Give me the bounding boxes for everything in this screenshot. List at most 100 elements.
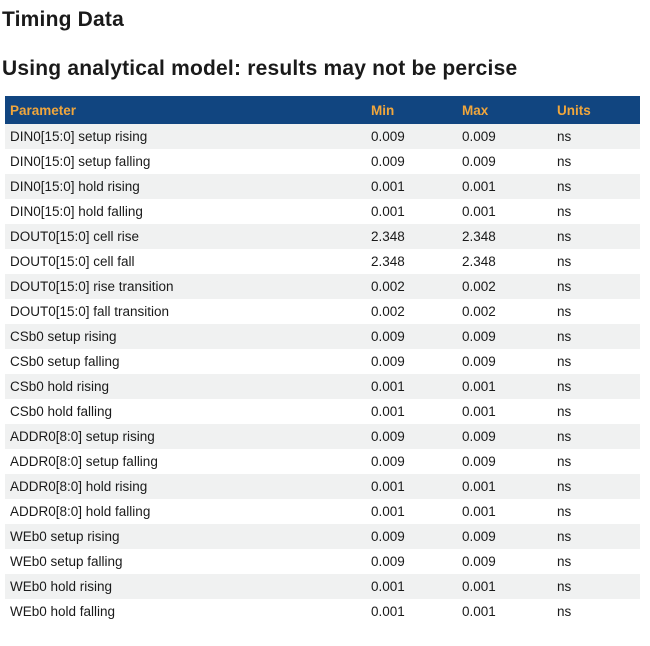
page-subtitle: Using analytical model: results may not … bbox=[2, 57, 518, 80]
table-row: ADDR0[8:0] hold falling 0.001 0.001 ns bbox=[5, 499, 640, 524]
cell-units: ns bbox=[552, 149, 640, 174]
table-row: DOUT0[15:0] cell fall 2.348 2.348 ns bbox=[5, 249, 640, 274]
cell-max: 2.348 bbox=[457, 224, 552, 249]
cell-max: 0.002 bbox=[457, 274, 552, 299]
cell-parameter: DIN0[15:0] hold rising bbox=[5, 174, 366, 199]
table-row: CSb0 hold rising 0.001 0.001 ns bbox=[5, 374, 640, 399]
cell-units: ns bbox=[552, 424, 640, 449]
cell-min: 2.348 bbox=[366, 224, 457, 249]
table-row: WEb0 setup rising 0.009 0.009 ns bbox=[5, 524, 640, 549]
cell-min: 0.009 bbox=[366, 424, 457, 449]
column-header-max: Max bbox=[457, 96, 552, 124]
cell-min: 0.009 bbox=[366, 349, 457, 374]
cell-parameter: DIN0[15:0] setup rising bbox=[5, 124, 366, 149]
cell-units: ns bbox=[552, 599, 640, 624]
cell-max: 0.009 bbox=[457, 149, 552, 174]
table-row: DIN0[15:0] hold falling 0.001 0.001 ns bbox=[5, 199, 640, 224]
cell-units: ns bbox=[552, 274, 640, 299]
cell-parameter: CSb0 setup falling bbox=[5, 349, 366, 374]
cell-units: ns bbox=[552, 299, 640, 324]
table-row: DOUT0[15:0] cell rise 2.348 2.348 ns bbox=[5, 224, 640, 249]
page: Timing Data Using analytical model: resu… bbox=[0, 8, 650, 624]
cell-parameter: ADDR0[8:0] hold falling bbox=[5, 499, 366, 524]
cell-min: 0.001 bbox=[366, 174, 457, 199]
cell-max: 0.009 bbox=[457, 524, 552, 549]
column-header-units: Units bbox=[552, 96, 640, 124]
cell-units: ns bbox=[552, 399, 640, 424]
cell-min: 0.009 bbox=[366, 324, 457, 349]
cell-units: ns bbox=[552, 249, 640, 274]
cell-max: 0.009 bbox=[457, 449, 552, 474]
cell-parameter: WEb0 hold falling bbox=[5, 599, 366, 624]
table-row: WEb0 setup falling 0.009 0.009 ns bbox=[5, 549, 640, 574]
cell-min: 0.001 bbox=[366, 399, 457, 424]
cell-max: 0.009 bbox=[457, 424, 552, 449]
cell-max: 0.001 bbox=[457, 199, 552, 224]
cell-max: 0.001 bbox=[457, 399, 552, 424]
table-row: ADDR0[8:0] setup falling 0.009 0.009 ns bbox=[5, 449, 640, 474]
cell-max: 0.009 bbox=[457, 349, 552, 374]
cell-parameter: ADDR0[8:0] setup rising bbox=[5, 424, 366, 449]
cell-parameter: DOUT0[15:0] fall transition bbox=[5, 299, 366, 324]
cell-min: 0.009 bbox=[366, 549, 457, 574]
cell-parameter: CSb0 hold falling bbox=[5, 399, 366, 424]
cell-units: ns bbox=[552, 224, 640, 249]
cell-parameter: DIN0[15:0] hold falling bbox=[5, 199, 366, 224]
table-body: DIN0[15:0] setup rising 0.009 0.009 ns D… bbox=[5, 124, 640, 624]
table-row: CSb0 setup rising 0.009 0.009 ns bbox=[5, 324, 640, 349]
cell-parameter: DOUT0[15:0] rise transition bbox=[5, 274, 366, 299]
table-row: DOUT0[15:0] rise transition 0.002 0.002 … bbox=[5, 274, 640, 299]
cell-parameter: ADDR0[8:0] hold rising bbox=[5, 474, 366, 499]
cell-units: ns bbox=[552, 124, 640, 149]
cell-parameter: ADDR0[8:0] setup falling bbox=[5, 449, 366, 474]
cell-max: 0.001 bbox=[457, 499, 552, 524]
cell-units: ns bbox=[552, 524, 640, 549]
cell-min: 0.001 bbox=[366, 474, 457, 499]
cell-units: ns bbox=[552, 324, 640, 349]
cell-max: 0.001 bbox=[457, 474, 552, 499]
cell-min: 2.348 bbox=[366, 249, 457, 274]
cell-max: 0.001 bbox=[457, 574, 552, 599]
table-header-row: Parameter Min Max Units bbox=[5, 96, 640, 124]
table-row: DIN0[15:0] hold rising 0.001 0.001 ns bbox=[5, 174, 640, 199]
table-row: WEb0 hold rising 0.001 0.001 ns bbox=[5, 574, 640, 599]
cell-min: 0.009 bbox=[366, 449, 457, 474]
cell-parameter: WEb0 hold rising bbox=[5, 574, 366, 599]
cell-max: 0.009 bbox=[457, 124, 552, 149]
cell-min: 0.001 bbox=[366, 499, 457, 524]
cell-max: 0.001 bbox=[457, 374, 552, 399]
cell-max: 0.001 bbox=[457, 174, 552, 199]
cell-units: ns bbox=[552, 349, 640, 374]
cell-units: ns bbox=[552, 549, 640, 574]
cell-units: ns bbox=[552, 174, 640, 199]
cell-max: 0.009 bbox=[457, 549, 552, 574]
table-row: CSb0 setup falling 0.009 0.009 ns bbox=[5, 349, 640, 374]
cell-min: 0.009 bbox=[366, 524, 457, 549]
cell-parameter: CSb0 setup rising bbox=[5, 324, 366, 349]
cell-parameter: CSb0 hold rising bbox=[5, 374, 366, 399]
column-header-parameter: Parameter bbox=[5, 96, 366, 124]
timing-table: Parameter Min Max Units DIN0[15:0] setup… bbox=[5, 96, 640, 624]
table-row: ADDR0[8:0] setup rising 0.009 0.009 ns bbox=[5, 424, 640, 449]
table-row: DIN0[15:0] setup rising 0.009 0.009 ns bbox=[5, 124, 640, 149]
page-title: Timing Data bbox=[2, 8, 124, 31]
cell-parameter: DOUT0[15:0] cell fall bbox=[5, 249, 366, 274]
cell-max: 0.002 bbox=[457, 299, 552, 324]
cell-min: 0.001 bbox=[366, 199, 457, 224]
cell-max: 0.001 bbox=[457, 599, 552, 624]
table-row: WEb0 hold falling 0.001 0.001 ns bbox=[5, 599, 640, 624]
cell-min: 0.001 bbox=[366, 599, 457, 624]
cell-parameter: WEb0 setup rising bbox=[5, 524, 366, 549]
cell-max: 2.348 bbox=[457, 249, 552, 274]
cell-units: ns bbox=[552, 499, 640, 524]
cell-units: ns bbox=[552, 574, 640, 599]
cell-min: 0.002 bbox=[366, 274, 457, 299]
cell-max: 0.009 bbox=[457, 324, 552, 349]
cell-min: 0.009 bbox=[366, 124, 457, 149]
cell-parameter: DIN0[15:0] setup falling bbox=[5, 149, 366, 174]
cell-parameter: WEb0 setup falling bbox=[5, 549, 366, 574]
table-row: ADDR0[8:0] hold rising 0.001 0.001 ns bbox=[5, 474, 640, 499]
cell-min: 0.001 bbox=[366, 574, 457, 599]
cell-parameter: DOUT0[15:0] cell rise bbox=[5, 224, 366, 249]
column-header-min: Min bbox=[366, 96, 457, 124]
